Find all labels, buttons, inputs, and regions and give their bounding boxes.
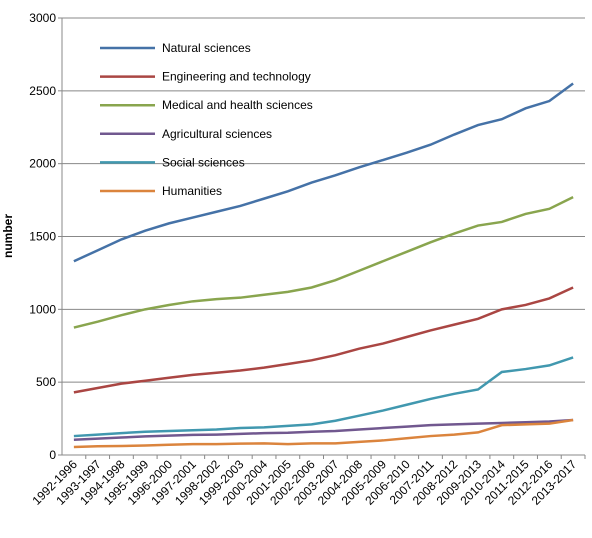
y-tick-label: 0 [49,448,56,462]
y-tick-label: 3000 [29,11,56,25]
y-tick-label: 1500 [29,230,56,244]
y-axis-label: number [1,214,15,258]
series-line [73,356,574,438]
series-line [73,418,574,441]
legend-label: Agricultural sciences [162,127,272,141]
y-tick-label: 500 [36,375,56,389]
series-line [73,196,574,329]
series-line [73,286,574,394]
series-line [73,418,574,449]
legend-label: Humanities [162,184,222,198]
legend-label: Medical and health sciences [162,98,313,112]
legend-label: Natural sciences [162,41,251,55]
y-tick-label: 2000 [29,157,56,171]
legend-label: Social sciences [162,155,245,169]
y-tick-label: 1000 [29,302,56,316]
legend-label: Engineering and technology [162,70,311,84]
series-line [73,82,574,263]
y-tick-label: 2500 [29,84,56,98]
